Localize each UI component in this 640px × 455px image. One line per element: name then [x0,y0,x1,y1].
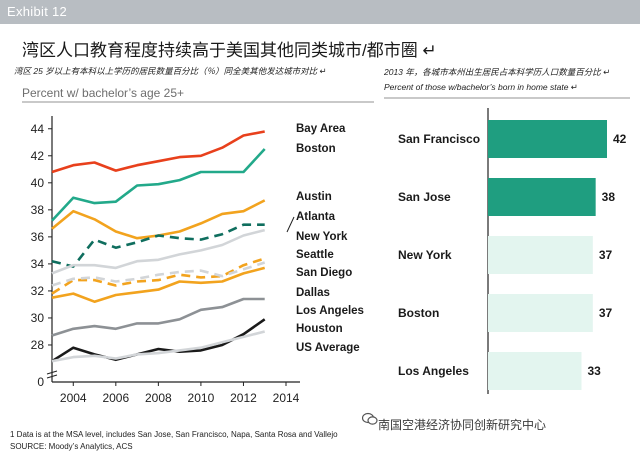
series-line-austin [51,199,266,240]
series-label-los-angeles: Los Angeles [296,305,364,317]
y-tick-label: 32 [31,284,45,298]
y-tick-label: 38 [31,203,45,217]
series-label-dallas: Dallas [296,287,330,299]
bar-label-san-jose: San Jose [398,190,451,204]
bar-value-boston: 37 [599,306,613,320]
series-line-los-angeles [51,297,265,337]
series-line-new-york [51,228,266,275]
series-label-atlanta: Atlanta [296,211,336,223]
y-axis-break-mark [46,370,58,379]
series-line-boston [51,148,266,222]
source-note: SOURCE: Moody’s Analytics, ACS [10,442,133,451]
x-tick-label: 2004 [60,391,87,405]
bar-label-new-york: New York [398,248,452,262]
bar-value-los-angeles: 33 [588,364,602,378]
bar-los-angeles [488,352,582,390]
bar-chart: San Francisco 42 San Jose 38 New York 37 Bosto… [398,108,627,394]
bar-label-los-angeles: Los Angeles [398,364,469,378]
atlanta-leader-line [286,216,295,233]
x-tick-label: 2008 [145,391,172,405]
bar-value-san-francisco: 42 [613,132,627,146]
series-label-seattle: Seattle [296,249,334,261]
bar-boston [488,294,593,332]
series-line-bay-area [51,130,265,174]
footnote: 1 Data is at the MSA level, includes San… [10,430,338,439]
bar-label-boston: Boston [398,306,439,320]
bar-new-york [488,236,593,274]
bar-value-new-york: 37 [599,248,613,262]
left-chart-divider [22,101,374,103]
x-tick-label: 2010 [188,391,215,405]
series-line-atlanta [51,223,265,268]
line-chart: 28 30 32 34 36 38 40 42 44 0 2004 2006 2008 2010 2012 2… [31,116,364,405]
exhibit-header-bar [0,0,640,24]
x-tick-label: 2006 [102,391,129,405]
left-chart-unit-label: Percent w/ bachelor’s age 25+ [22,86,184,100]
y-tick-label: 34 [31,257,45,271]
bar-label-san-francisco: San Francisco [398,132,480,146]
bar-value-san-jose: 38 [602,190,616,204]
series-line-seattle [51,257,266,295]
wechat-logo-icon [362,412,378,425]
y-tick-label: 30 [31,311,45,325]
left-chart-subtitle: 湾区 25 岁以上有本科以上学历的居民数量百分比（％）同全美其他发达城市对比 ↵ [14,66,327,76]
watermark-text: 南国空港经济协同创新研究中心 [378,418,547,432]
series-line-us-average [51,330,266,363]
series-label-boston: Boston [296,143,336,155]
exhibit-label: Exhibit 12 [7,4,68,19]
series-label-houston: Houston [296,323,343,335]
series-label-us-average: US Average [296,342,360,354]
y-tick-label: 36 [31,230,45,244]
page-title: 湾区人口教育程度持续高于美国其他同类城市/都市圈 ↵ [22,41,437,60]
y-tick-label: 42 [31,149,45,163]
y-tick-label: 0 [37,375,44,389]
series-line-san-diego [51,261,266,287]
right-chart-subtitle-cn: 2013 年，各城市本州出生居民占本科学历人口数量百分比 ↵ [384,67,611,77]
y-tick-label: 44 [31,122,45,136]
y-tick-label: 40 [31,176,45,190]
y-tick-label: 28 [31,338,45,352]
series-label-austin: Austin [296,191,332,203]
right-chart-subtitle-en: Percent of those w/bachelor’s born in ho… [384,82,578,92]
bar-san-jose [488,178,596,216]
series-label-new-york: New York [296,231,348,243]
x-tick-label: 2012 [230,391,257,405]
series-label-bay-area: Bay Area [296,123,346,135]
bar-san-francisco [488,120,607,158]
series-line-dallas [51,266,266,303]
series-label-san-diego: San Diego [296,267,352,279]
x-tick-label: 2014 [273,391,300,405]
right-chart-divider [384,97,630,99]
